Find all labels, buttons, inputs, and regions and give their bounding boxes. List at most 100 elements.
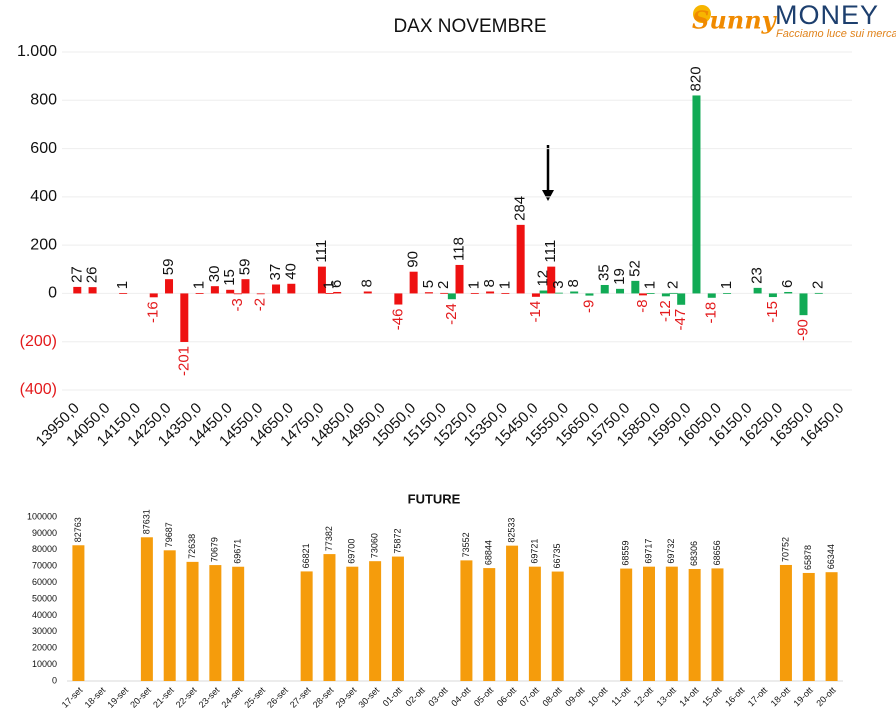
- data-label: 66735: [552, 544, 562, 569]
- bar: [88, 287, 97, 294]
- data-label: 2: [665, 281, 682, 289]
- bar: [163, 550, 176, 681]
- bar: [209, 565, 222, 681]
- data-label: 1: [496, 281, 513, 289]
- bar: [233, 293, 242, 295]
- data-label: 6: [328, 280, 345, 288]
- bar: [516, 224, 525, 294]
- y-tick-label: 600: [30, 140, 57, 157]
- bar: [688, 568, 701, 681]
- data-label: 77382: [324, 526, 334, 551]
- brand: Sunny: [692, 6, 778, 35]
- data-label: 52: [626, 260, 643, 277]
- data-label: -16: [145, 301, 162, 323]
- data-label: -90: [794, 319, 811, 341]
- data-label: 68306: [689, 541, 699, 566]
- data-label: 35: [596, 264, 613, 281]
- data-label: -8: [634, 299, 651, 312]
- data-label: -9: [580, 300, 597, 313]
- bar: [799, 293, 808, 316]
- data-label: 82533: [506, 518, 516, 543]
- data-label: 82763: [73, 517, 83, 542]
- bar: [72, 545, 85, 681]
- bar: [323, 554, 336, 681]
- data-label: -201: [175, 346, 192, 376]
- data-label: 23: [749, 267, 766, 284]
- bar: [547, 266, 556, 294]
- data-label: -3: [229, 298, 246, 311]
- bar: [825, 572, 838, 681]
- y-tick-label: 1.000: [17, 43, 57, 60]
- sun-icon: [693, 5, 711, 23]
- data-label: 284: [512, 196, 529, 221]
- bar: [346, 566, 359, 681]
- data-label: 65878: [803, 545, 813, 570]
- bar: [210, 286, 219, 294]
- bar: [779, 564, 792, 681]
- bar: [539, 290, 548, 294]
- bar: [802, 572, 815, 681]
- bar: [554, 292, 563, 294]
- data-label: 69671: [233, 539, 243, 564]
- bar: [226, 289, 235, 294]
- bar: [287, 283, 296, 294]
- bar: [486, 291, 495, 294]
- data-label: 1: [114, 281, 131, 289]
- y-tick-label: 100000: [27, 511, 57, 521]
- bar: [440, 292, 449, 294]
- bar: [616, 288, 625, 294]
- bar: [241, 279, 250, 294]
- data-label: 6: [779, 280, 796, 288]
- bar: [119, 293, 128, 294]
- bar: [646, 293, 655, 294]
- bar: [661, 293, 670, 297]
- data-label: 3: [550, 280, 567, 288]
- data-label: 69732: [666, 539, 676, 564]
- bar: [272, 284, 281, 294]
- bar: [470, 293, 479, 294]
- data-label: 90: [405, 251, 422, 268]
- bar: [256, 293, 265, 295]
- data-label: 59: [160, 258, 177, 275]
- bar: [669, 292, 678, 294]
- bar: [643, 566, 655, 681]
- bar: [455, 264, 464, 294]
- data-label: -24: [443, 303, 460, 325]
- data-label: 26: [84, 266, 101, 283]
- bar: [600, 284, 609, 294]
- tagline: Facciamo luce sui mercati: [776, 28, 896, 40]
- y-tick-label: 60000: [32, 577, 57, 587]
- bar: [369, 561, 382, 681]
- data-label: -47: [672, 309, 689, 331]
- data-label: 73552: [461, 532, 471, 557]
- data-label: 1: [321, 281, 338, 289]
- bar: [460, 560, 473, 681]
- bar: [317, 266, 326, 294]
- data-label: -46: [389, 309, 406, 331]
- data-label: 68844: [484, 540, 494, 565]
- data-label: 40: [282, 263, 299, 280]
- y-tick-label: 800: [30, 92, 57, 109]
- bar: [165, 279, 174, 294]
- bar: [551, 571, 564, 681]
- data-label: 27: [68, 266, 85, 283]
- data-label: 111: [542, 240, 559, 263]
- bar: [300, 571, 313, 681]
- bar: [638, 293, 647, 296]
- y-tick-label: 400: [30, 188, 57, 205]
- data-label: 66821: [301, 543, 311, 568]
- bar: [333, 291, 342, 294]
- y-tick-label: 20000: [32, 643, 57, 653]
- data-label: 15: [221, 269, 238, 286]
- bar: [483, 568, 496, 681]
- data-label: 59: [236, 258, 253, 275]
- data-label: 70752: [780, 537, 790, 562]
- bar: [506, 545, 519, 681]
- y-tick-label: 50000: [32, 593, 57, 603]
- data-label: 2: [810, 281, 827, 289]
- y-tick-label: 0: [48, 285, 57, 302]
- chart-title: FUTURE: [408, 491, 461, 506]
- data-label: 37: [267, 264, 284, 281]
- arrow-head: [542, 190, 554, 201]
- bar: [394, 293, 403, 305]
